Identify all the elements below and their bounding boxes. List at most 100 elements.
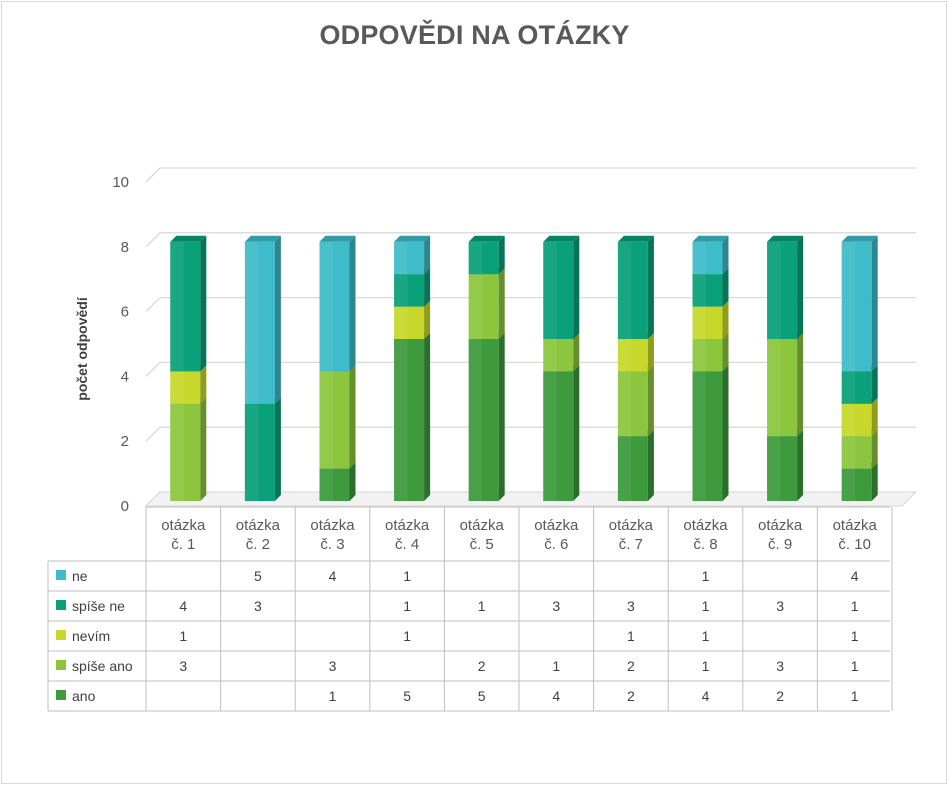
bar-top <box>170 235 207 242</box>
table-value: 4 <box>329 568 337 584</box>
bar-highlight <box>543 339 557 372</box>
table-value: 3 <box>776 658 784 674</box>
bar-side <box>871 235 878 372</box>
data-table: otázka č. 1 otázka č. 2 otázka č. 3 otázka č. 4… <box>47 506 893 712</box>
legend-swatch <box>56 570 66 580</box>
bar-side <box>871 430 878 469</box>
bar-top <box>543 235 580 242</box>
table-value: 1 <box>851 598 859 614</box>
bar-top <box>841 235 878 242</box>
table-value: 1 <box>702 598 710 614</box>
bar-segment <box>767 430 804 501</box>
bar-highlight <box>394 306 408 339</box>
x-tick-label: otázka <box>385 517 430 534</box>
bar-segment <box>543 365 580 501</box>
bar-segment <box>543 333 580 372</box>
table-value: 1 <box>329 688 337 704</box>
bar-segment <box>617 430 654 501</box>
bar-highlight <box>170 371 184 404</box>
bar-top <box>617 235 654 242</box>
table-value: 1 <box>851 688 859 704</box>
bar-highlight <box>543 371 557 501</box>
bar-side <box>797 333 804 437</box>
table-value: 3 <box>254 598 262 614</box>
bar-side <box>424 333 431 501</box>
bar-segment <box>394 235 431 275</box>
x-tick-label: č. 5 <box>470 536 494 553</box>
bar-side <box>349 365 356 469</box>
bar-highlight <box>841 241 856 372</box>
bar-highlight <box>841 371 856 404</box>
x-tick-label: otázka <box>758 517 803 534</box>
x-tick-label: otázka <box>310 517 355 534</box>
bar-side <box>424 235 431 275</box>
bar-side <box>274 235 281 404</box>
bar-highlight <box>319 371 333 469</box>
bar-side <box>647 365 654 437</box>
bar-side <box>647 333 654 372</box>
table-value: 2 <box>627 658 635 674</box>
bar-side <box>573 235 580 339</box>
bar-highlight <box>319 241 333 372</box>
bar-segment <box>767 235 804 339</box>
bar-side <box>424 268 431 307</box>
y-tick-label: 2 <box>121 433 129 450</box>
bar-segment <box>767 333 804 437</box>
bar-highlight <box>617 339 632 372</box>
bar-segment <box>468 235 505 275</box>
bar-side <box>274 397 281 501</box>
x-tick-label: otázka <box>460 517 505 534</box>
bar-top <box>394 235 431 242</box>
bar-segment <box>468 268 505 339</box>
y-tick-label: 6 <box>121 304 129 321</box>
gridlines: 0 2 4 6 8 10 <box>112 167 916 515</box>
bar-side <box>424 300 431 339</box>
bar-segment <box>617 235 654 339</box>
bar-top <box>244 235 281 242</box>
bar-side <box>722 365 729 501</box>
legend-swatch <box>56 690 66 700</box>
x-tick-label: otázka <box>161 517 206 534</box>
y-tick-label: 0 <box>121 498 129 515</box>
bar-highlight <box>319 468 333 501</box>
x-tick-label: č. 2 <box>246 536 270 553</box>
table-value: 2 <box>776 688 784 704</box>
bar-segment <box>692 365 729 501</box>
bar-highlight <box>767 436 781 501</box>
x-tick-label: č. 8 <box>693 536 717 553</box>
chart-title: ODPOVĚDI NA OTÁZKY <box>319 20 630 50</box>
bar-side <box>647 235 654 339</box>
x-tick-label: otázka <box>833 517 878 534</box>
bar-side <box>200 397 207 501</box>
bar-highlight <box>468 241 483 275</box>
x-tick-label: otázka <box>534 517 579 534</box>
bar-segment <box>841 235 878 372</box>
gridline <box>145 426 916 442</box>
table-value: 3 <box>329 658 337 674</box>
bar-highlight <box>543 241 557 339</box>
bar-side <box>871 462 878 501</box>
bar-highlight <box>468 274 483 339</box>
table-value: 3 <box>552 598 560 614</box>
bar-top <box>692 235 729 242</box>
bar-highlight <box>617 241 632 339</box>
x-tick-label: č. 1 <box>171 536 195 553</box>
x-tick-label: č. 4 <box>395 536 419 553</box>
table-value: 3 <box>179 658 187 674</box>
table-value: 2 <box>627 688 635 704</box>
legend-swatch <box>56 600 66 610</box>
x-tick-label: č. 6 <box>544 536 568 553</box>
table-value: 1 <box>552 658 560 674</box>
bar-segment <box>170 397 207 501</box>
bar-highlight <box>692 241 706 275</box>
bar-highlight <box>617 436 632 501</box>
bar-side <box>797 235 804 339</box>
table-value: 3 <box>776 598 784 614</box>
bar-highlight <box>244 403 259 501</box>
table-value: 1 <box>627 628 635 644</box>
bar-highlight <box>841 468 856 501</box>
bar-highlight <box>394 339 408 501</box>
bar-highlight <box>170 241 184 372</box>
bar-side <box>573 365 580 501</box>
